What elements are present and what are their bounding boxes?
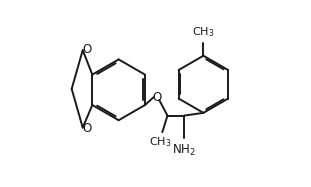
Text: O: O bbox=[153, 91, 162, 104]
Text: O: O bbox=[82, 43, 91, 56]
Text: NH$_2$: NH$_2$ bbox=[172, 143, 196, 158]
Text: CH$_3$: CH$_3$ bbox=[192, 25, 215, 39]
Text: O: O bbox=[82, 122, 91, 135]
Text: CH$_3$: CH$_3$ bbox=[149, 135, 172, 149]
